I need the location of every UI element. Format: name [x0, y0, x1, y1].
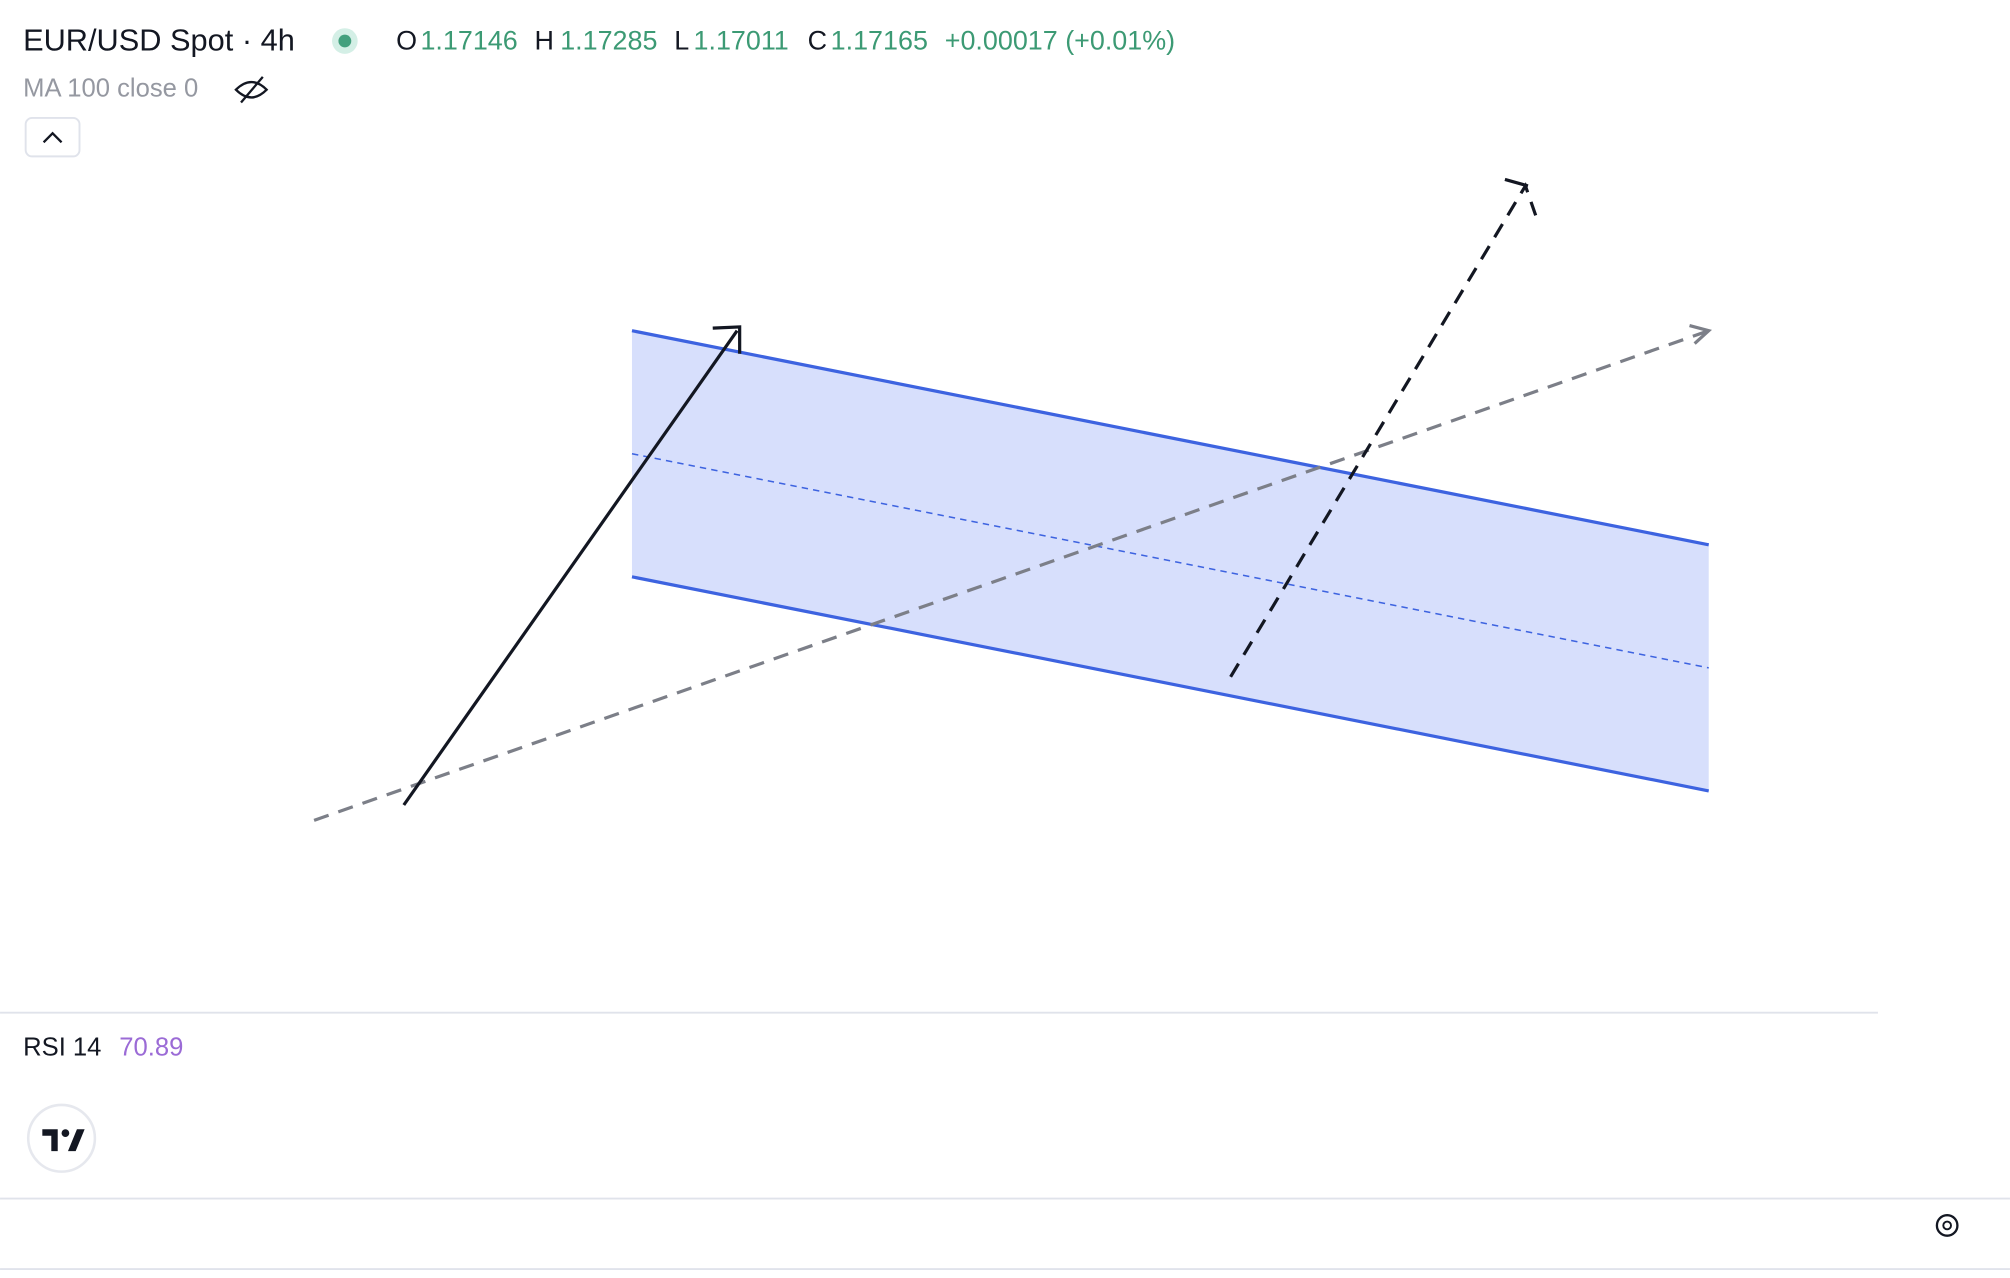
annotations [313, 177, 1712, 822]
change: +0.00017 (+0.01%) [945, 25, 1175, 55]
collapse-icon [42, 131, 63, 144]
axes [0, 1197, 2010, 1270]
settings-icon[interactable] [1935, 1214, 1959, 1237]
channel-upper [631, 329, 1710, 547]
status-dot [338, 34, 352, 48]
channel-lower [631, 575, 1710, 793]
ohlc-letter: H [535, 25, 554, 55]
legend-bg [12, 12, 1199, 72]
logo-dot [61, 1129, 70, 1137]
ohlc-value: 1.17165 [831, 25, 928, 55]
channel [631, 329, 1710, 793]
ohlc-letter: L [674, 25, 689, 55]
trend-line [313, 329, 1710, 822]
ohlc-value: 1.17146 [420, 25, 517, 55]
arrow-line [402, 329, 739, 806]
channel-fill [631, 330, 1709, 791]
settings-icon-inner [1942, 1220, 1952, 1231]
arrow-head [712, 325, 742, 354]
ohlc-value: 1.17285 [560, 25, 657, 55]
logo-button[interactable] [26, 1103, 97, 1173]
channel-mid [631, 453, 1709, 669]
arrow-head [1689, 324, 1712, 345]
arrow-head [1504, 177, 1529, 188]
symbol-title: EUR/USD Spot · 4h [23, 22, 295, 57]
ohlc-letter: O [396, 25, 417, 55]
rsi-value: 70.89 [119, 1033, 183, 1061]
logo [42, 1129, 85, 1152]
hide-icon[interactable] [234, 76, 269, 104]
collapse-button[interactable] [24, 116, 81, 158]
rsi-title: RSI 14 [23, 1033, 101, 1061]
legend: EUR/USD Spot · 4h O 1.17146 H 1.17285 L … [12, 12, 1199, 1173]
indicator-label: MA 100 close 0 [23, 74, 198, 102]
ohlc-letter: C [808, 25, 827, 55]
ohlc-value: 1.17011 [694, 25, 789, 55]
